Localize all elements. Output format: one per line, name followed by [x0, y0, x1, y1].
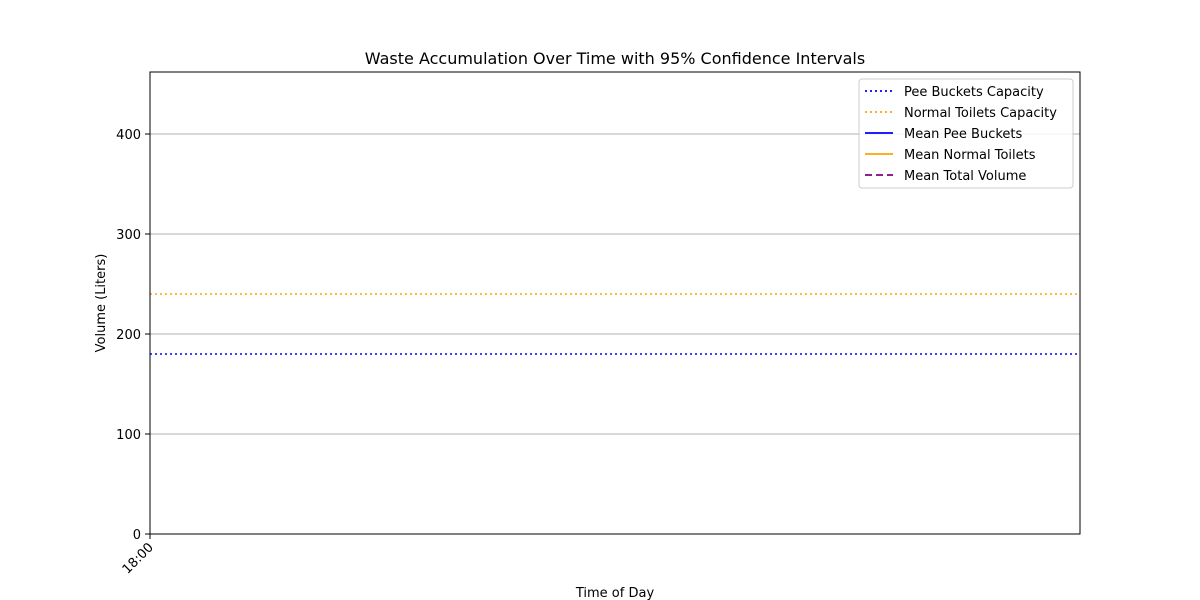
x-axis-label: Time of Day [575, 586, 655, 600]
y-axis-ticks: 0 100 200 300 400 [116, 128, 150, 543]
y-tick-label: 0 [133, 528, 141, 543]
y-axis-label: Volume (Liters) [94, 254, 109, 353]
y-tick-label: 200 [116, 328, 141, 343]
y-tick-label: 400 [116, 128, 141, 143]
y-tick-label: 100 [116, 428, 141, 443]
y-tick-label: 300 [116, 228, 141, 243]
legend-entry-label: Mean Total Volume [904, 169, 1026, 184]
legend-entry-label: Pee Buckets Capacity [904, 85, 1044, 100]
legend-entry-label: Mean Pee Buckets [904, 127, 1023, 142]
chart-title: Waste Accumulation Over Time with 95% Co… [365, 49, 865, 68]
legend-box [858, 78, 1074, 189]
series-lines [150, 293, 1080, 355]
legend-entry-label: Mean Normal Toilets [904, 148, 1036, 163]
grid-lines [150, 133, 1080, 435]
plot-area-frame [149, 71, 1081, 535]
legend: Pee Buckets Capacity Normal Toilets Capac… [858, 78, 1074, 189]
legend-entry-label: Normal Toilets Capacity [904, 106, 1057, 121]
